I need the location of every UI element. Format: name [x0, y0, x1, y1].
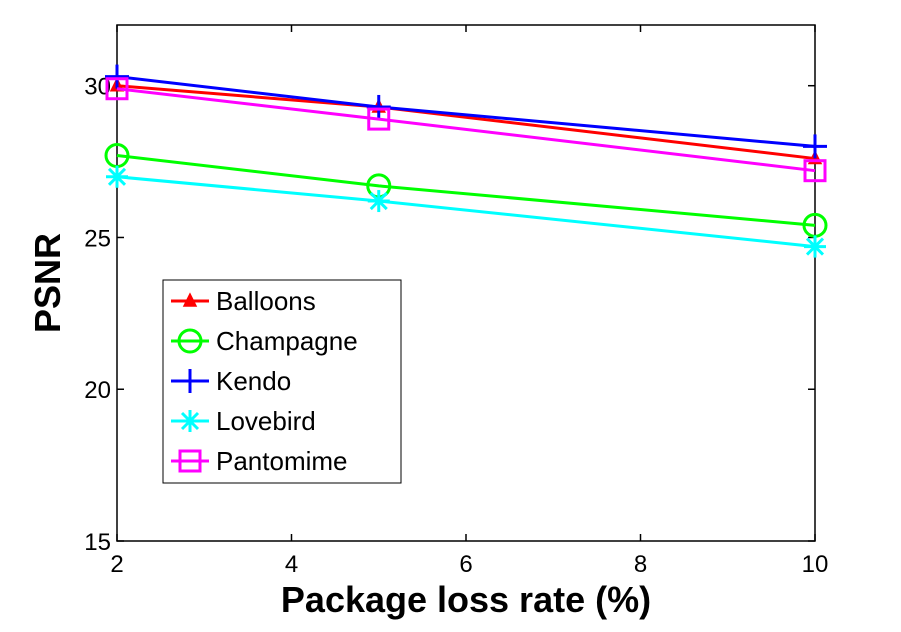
legend-label-balloons: Balloons	[216, 286, 316, 316]
legend-marker-champagne	[177, 328, 203, 354]
data-point-lovebird-d2	[369, 191, 388, 211]
legend-label-lovebird: Lovebird	[216, 406, 316, 436]
x-tick-label: 10	[802, 551, 829, 578]
data-point-kendo	[105, 64, 129, 89]
y-axis-title: PSNR	[27, 233, 68, 333]
legend-marker-balloons	[182, 292, 198, 307]
series-layer	[104, 64, 828, 258]
data-point-pantomime	[105, 77, 129, 101]
data-point-lovebird	[367, 190, 390, 213]
x-tick-label: 8	[634, 551, 647, 578]
legend-label-kendo: Kendo	[216, 366, 291, 396]
x-tick-label: 6	[459, 551, 472, 578]
y-tick-label: 20	[84, 377, 111, 404]
series-line-champagne	[116, 154, 816, 227]
data-point-lovebird-d2	[805, 237, 825, 256]
x-tick-label: 2	[110, 551, 123, 578]
series-line-pantomime	[116, 87, 816, 173]
data-point-lovebird	[106, 165, 128, 188]
data-point-lovebird	[804, 235, 826, 258]
x-axis-title: Package loss rate (%)	[281, 579, 651, 620]
data-point-lovebird-d2	[107, 167, 127, 186]
data-point-kendo	[803, 134, 827, 159]
data-point-pantomime	[803, 159, 827, 183]
data-point-kendo	[366, 94, 391, 119]
legend-label-pantomime: Pantomime	[216, 446, 348, 476]
legend: Balloons Champagne Kendo Lovebird Pantomime	[162, 279, 402, 484]
legend-marker-pantomime	[178, 449, 202, 473]
legend-marker-kendo	[178, 369, 202, 393]
data-point-pantomime	[367, 107, 391, 131]
legend-marker-lovebird	[179, 410, 201, 432]
legend-label-champagne: Champagne	[216, 326, 358, 356]
legend-marker-lovebird-d2	[180, 411, 200, 431]
y-tick-label: 15	[84, 529, 111, 556]
y-tick-label: 25	[84, 225, 111, 252]
x-axis-ticks: 2 4 6 8 10	[110, 25, 828, 578]
x-tick-label: 4	[285, 551, 298, 578]
